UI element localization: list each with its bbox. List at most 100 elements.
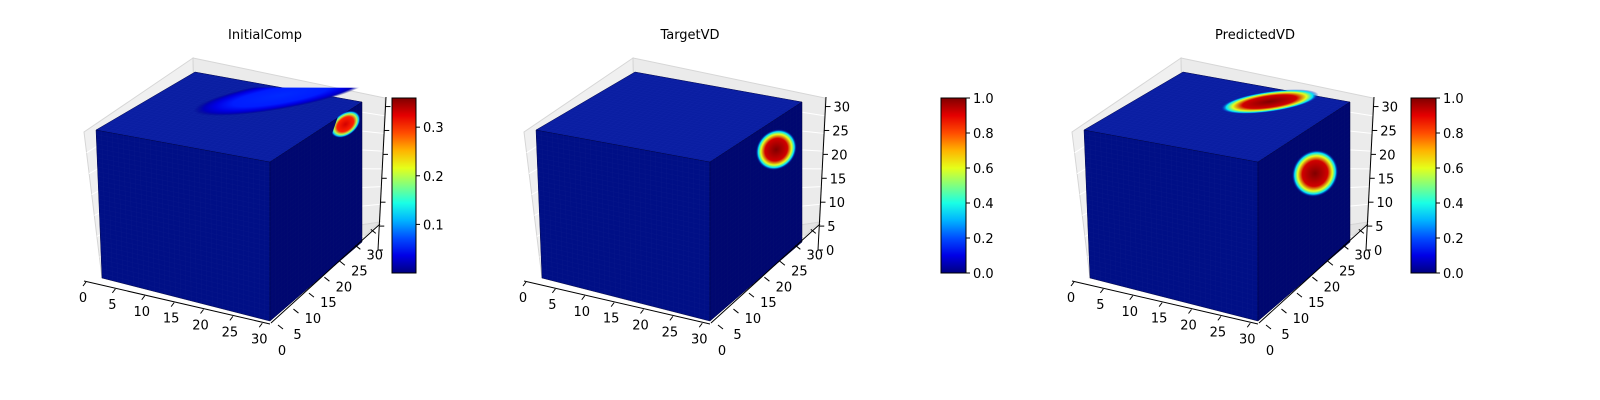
x-tick-label: 5 bbox=[108, 298, 116, 313]
z-tick-label: 30 bbox=[834, 101, 851, 116]
voxel-gridline bbox=[537, 171, 711, 207]
x-tick-label: 20 bbox=[632, 319, 649, 334]
voxel-gridline bbox=[709, 184, 803, 257]
voxel-gridline bbox=[269, 198, 363, 272]
voxel-feature-right bbox=[1291, 149, 1339, 197]
voxel-gridline bbox=[96, 139, 271, 173]
voxel-gridline bbox=[269, 184, 363, 257]
x-tick-mark bbox=[610, 302, 615, 307]
voxel-gridline bbox=[1219, 154, 1222, 312]
voxel-gridline bbox=[231, 154, 234, 312]
x-tick-mark bbox=[1188, 309, 1192, 314]
x-tick-mark bbox=[200, 309, 204, 314]
voxel-gridline bbox=[677, 96, 771, 157]
voxel-gridline bbox=[1084, 134, 1259, 168]
voxel-gridline bbox=[604, 89, 774, 121]
y-tick-label: 25 bbox=[351, 264, 368, 279]
voxel-gridline bbox=[625, 77, 794, 108]
x-tick-label: 25 bbox=[222, 325, 239, 340]
voxel-gridline bbox=[269, 215, 363, 292]
y-tick-mark bbox=[810, 228, 817, 234]
y-tick-label: 0 bbox=[718, 344, 726, 359]
cube-front-face bbox=[1083, 129, 1259, 322]
voxel-gridline bbox=[682, 97, 777, 158]
x-tick-label: 10 bbox=[1121, 305, 1138, 320]
voxel-gridline bbox=[1241, 158, 1243, 317]
colorbar bbox=[940, 97, 967, 274]
y-tick-label: 30 bbox=[367, 248, 384, 263]
voxel-gridline bbox=[709, 237, 803, 317]
voxel-gridline bbox=[1179, 73, 1348, 105]
voxel-gridline bbox=[1086, 185, 1259, 222]
voxel-gridline bbox=[709, 202, 803, 277]
voxel-gridline bbox=[1230, 97, 1325, 158]
voxel-gridline bbox=[97, 171, 271, 207]
y-axis-line bbox=[710, 223, 821, 324]
voxel-gridline bbox=[1257, 206, 1351, 282]
voxel-gridline bbox=[639, 148, 642, 304]
voxel-gridline bbox=[660, 152, 663, 309]
voxel-gridline bbox=[1257, 176, 1351, 247]
colorbar-tick-label: 0.2 bbox=[973, 232, 994, 247]
x-tick-label: 25 bbox=[1210, 325, 1227, 340]
voxel-gridline bbox=[597, 93, 768, 125]
colorbar-tick-label: 0.8 bbox=[973, 127, 994, 142]
voxel-gridline bbox=[628, 75, 797, 106]
x-tick-label: 0 bbox=[79, 291, 87, 306]
z-tick-label: 25 bbox=[1380, 124, 1397, 139]
voxel-gridline bbox=[1085, 162, 1259, 197]
x-tick-label: 15 bbox=[603, 312, 620, 327]
voxel-gridline bbox=[709, 228, 803, 307]
voxel-gridline bbox=[644, 90, 740, 151]
voxel-gridline bbox=[269, 237, 363, 317]
voxel-gridline bbox=[269, 206, 363, 282]
y-tick-label: 10 bbox=[1293, 312, 1310, 327]
voxel-gridline bbox=[600, 91, 771, 123]
z-axis-line bbox=[1365, 96, 1375, 251]
voxel-gridline bbox=[96, 152, 271, 188]
voxel-gridline bbox=[1086, 189, 1259, 227]
voxel-gridline bbox=[269, 202, 363, 277]
voxel-gridline bbox=[693, 158, 695, 317]
voxel-gridline bbox=[709, 171, 803, 242]
x-tick-mark bbox=[1158, 302, 1163, 307]
voxel-gridline bbox=[1085, 176, 1259, 212]
cube-front-face bbox=[535, 129, 711, 322]
voxel-gridline bbox=[1084, 152, 1259, 188]
x-tick-mark bbox=[229, 316, 234, 321]
voxel-gridline bbox=[709, 180, 803, 252]
voxel-gridline bbox=[1257, 228, 1351, 307]
y-tick-label: 20 bbox=[776, 280, 793, 295]
y-tick-mark bbox=[355, 244, 361, 250]
voxel-gridline bbox=[537, 162, 711, 197]
voxel-gridline bbox=[537, 157, 711, 192]
y-tick-mark bbox=[277, 324, 284, 330]
y-tick-label: 10 bbox=[745, 312, 762, 327]
y-tick-mark bbox=[1312, 276, 1318, 282]
z-tick-label: 20 bbox=[831, 148, 848, 163]
voxel-gridline bbox=[269, 233, 363, 312]
voxel-gridline bbox=[536, 134, 711, 168]
voxel-gridline bbox=[231, 95, 326, 156]
voxel-gridline bbox=[538, 199, 711, 237]
voxel-gridline bbox=[98, 185, 271, 222]
voxel-gridline bbox=[688, 98, 782, 159]
x-tick-label: 25 bbox=[662, 325, 679, 340]
voxel-gridline bbox=[709, 233, 803, 312]
x-tick-label: 0 bbox=[1067, 291, 1075, 306]
voxel-gridline bbox=[253, 158, 255, 317]
voxel-gridline bbox=[1173, 77, 1342, 108]
voxel-gridline bbox=[1257, 215, 1351, 292]
x-tick-mark bbox=[1070, 281, 1075, 287]
z-axis-line bbox=[817, 96, 827, 251]
x-tick-label: 30 bbox=[691, 332, 708, 347]
voxel-gridline bbox=[619, 80, 788, 112]
voxel-gridline bbox=[1086, 180, 1259, 217]
y-tick-mark bbox=[293, 308, 299, 314]
voxel-gridline bbox=[248, 98, 342, 159]
x-tick-label: 15 bbox=[163, 312, 180, 327]
y-tick-label: 25 bbox=[791, 264, 808, 279]
y-tick-mark bbox=[764, 276, 770, 282]
voxel-gridline bbox=[220, 152, 223, 309]
colorbar-tick-label: 0.1 bbox=[423, 218, 444, 233]
